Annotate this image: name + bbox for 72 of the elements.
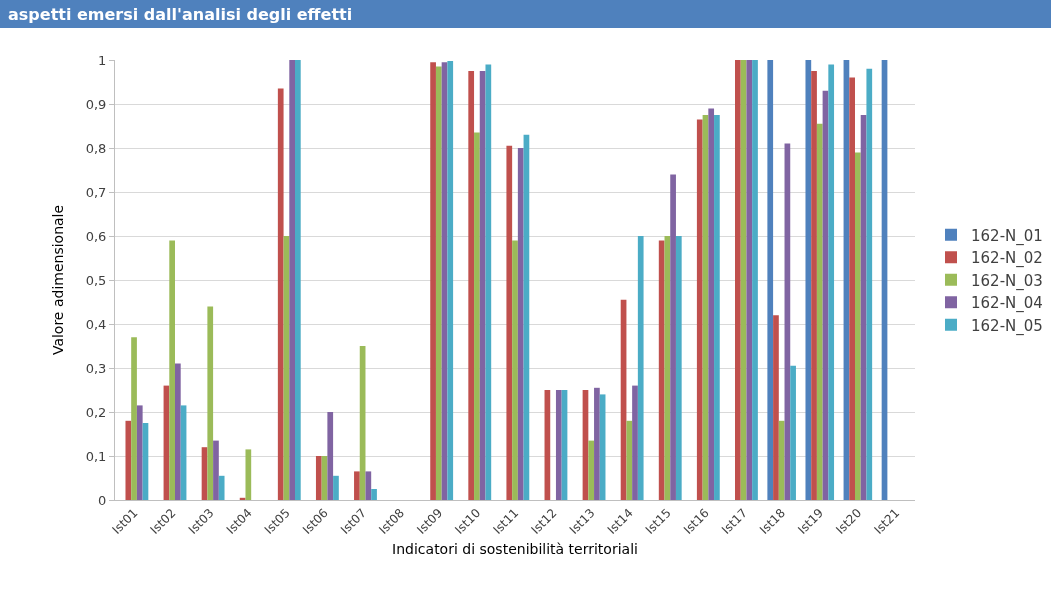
bar (136, 405, 143, 500)
y-tick-label: 0,9 (85, 96, 107, 112)
y-tick-label: 1 (98, 52, 107, 68)
bar (746, 60, 753, 500)
bar (295, 60, 301, 500)
bar (333, 475, 339, 500)
bar (594, 387, 600, 500)
bar (245, 449, 252, 500)
y-axis-title: Valore adimensionale (50, 204, 67, 356)
bar (277, 88, 284, 500)
bar (778, 420, 785, 500)
bar (632, 385, 638, 500)
bar (327, 412, 334, 500)
bar (474, 132, 480, 500)
bar (555, 390, 562, 500)
bar (371, 489, 377, 500)
bar (828, 64, 835, 500)
bar (485, 64, 492, 500)
bar (675, 236, 682, 500)
bar (696, 119, 703, 500)
legend-label: 162-N_05 (971, 316, 1043, 336)
bar (626, 420, 633, 500)
chart-title: aspetti emersi dall'analisi degli effetti (8, 4, 353, 24)
legend-label: 162-N_01 (971, 226, 1043, 246)
bar (218, 475, 225, 500)
bar (752, 60, 758, 500)
bar (849, 77, 855, 500)
bar (125, 420, 132, 500)
bar (213, 440, 219, 500)
bar (658, 240, 665, 500)
bar (354, 471, 360, 500)
legend-label: 162-N_02 (971, 249, 1043, 269)
bar (855, 152, 861, 500)
y-tick-label: 0,6 (85, 228, 107, 244)
bar (637, 236, 644, 500)
y-tick-label: 0,3 (85, 360, 107, 376)
bar (588, 440, 595, 500)
bar (131, 337, 137, 500)
bar (866, 68, 873, 500)
bar (767, 60, 774, 500)
y-tick-label: 0,5 (85, 272, 107, 288)
bar (512, 240, 518, 500)
bar (315, 456, 322, 500)
bar (289, 60, 295, 500)
bar (430, 62, 436, 500)
bar (517, 148, 524, 500)
bar (790, 365, 796, 500)
bar (811, 71, 817, 500)
bar (207, 306, 214, 500)
y-tick-label: 0,1 (85, 448, 107, 464)
bar (773, 315, 779, 500)
legend-label: 162-N_03 (971, 271, 1043, 291)
bar (735, 60, 741, 500)
bar (708, 108, 715, 500)
bar (714, 115, 720, 500)
bar (169, 240, 175, 500)
y-tick-label: 0 (98, 492, 107, 508)
bar (365, 471, 372, 500)
bar (805, 60, 812, 500)
y-tick-label: 0,7 (85, 184, 107, 200)
bar (670, 174, 676, 500)
bar (506, 145, 513, 500)
y-tick-label: 0,4 (85, 316, 107, 332)
y-tick-label: 0,2 (85, 404, 107, 420)
y-tick-label: 0,8 (85, 140, 107, 156)
bar (816, 123, 823, 500)
bar (447, 60, 454, 500)
bar (435, 66, 442, 500)
x-axis-title: Indicatori di sostenibilità territoriali (392, 541, 638, 558)
bar (468, 71, 475, 500)
legend-label: 162-N_04 (971, 294, 1043, 314)
bar (175, 363, 181, 500)
